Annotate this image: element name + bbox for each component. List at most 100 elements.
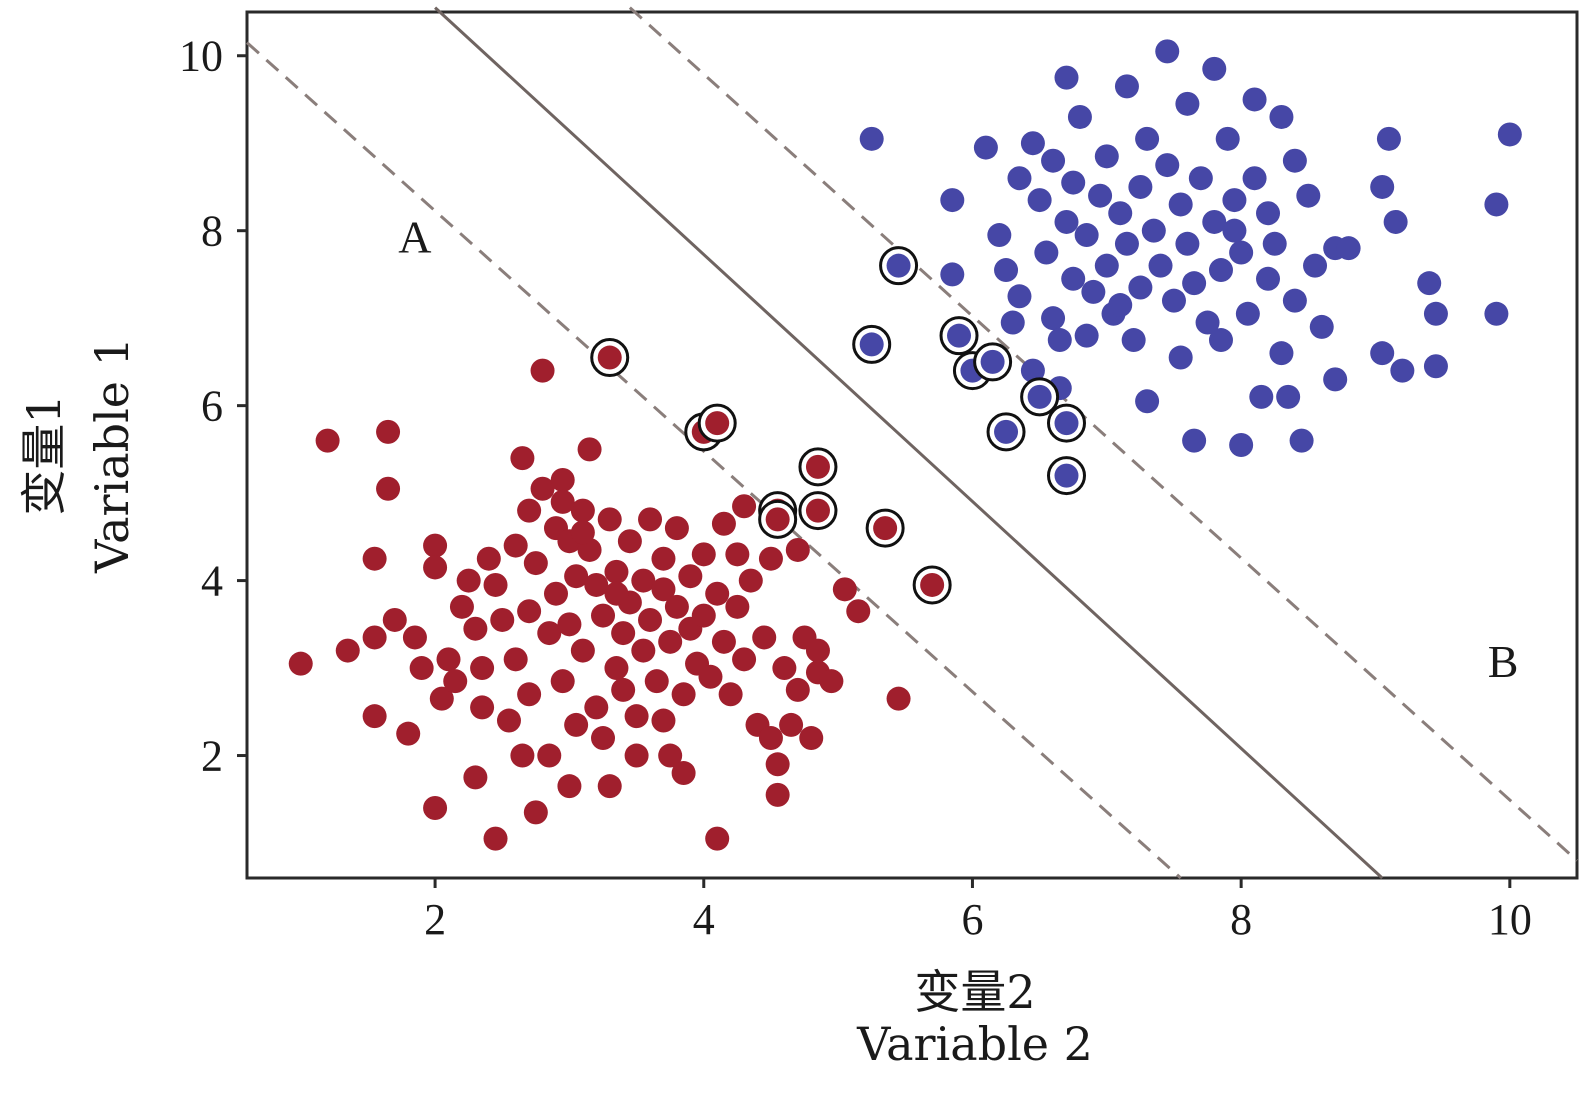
red-support-vector-point bbox=[920, 572, 945, 597]
x-axis-title-cn: 变量2 bbox=[914, 965, 1035, 1019]
blue-point bbox=[1175, 231, 1200, 256]
blue-point bbox=[1383, 209, 1408, 234]
red-point bbox=[631, 568, 656, 593]
blue-point bbox=[1484, 301, 1509, 326]
y-axis-title-cn: 变量1 bbox=[17, 394, 71, 515]
red-point bbox=[537, 621, 562, 646]
blue-point bbox=[1249, 384, 1274, 409]
blue-point bbox=[1208, 328, 1233, 353]
red-point bbox=[503, 533, 528, 558]
blue-point bbox=[859, 126, 884, 151]
red-point bbox=[765, 752, 790, 777]
blue-point bbox=[1423, 301, 1448, 326]
blue-point bbox=[1155, 39, 1180, 64]
blue-point bbox=[1128, 174, 1153, 199]
margin-A-line bbox=[245, 41, 1182, 880]
blue-point bbox=[994, 258, 1019, 283]
red-point bbox=[449, 594, 474, 619]
x-tick-label: 4 bbox=[693, 895, 715, 944]
blue-point bbox=[1370, 341, 1395, 366]
red-point bbox=[785, 677, 810, 702]
blue-point bbox=[1108, 293, 1133, 318]
red-point bbox=[570, 498, 595, 523]
blue-point bbox=[1484, 192, 1509, 217]
red-point bbox=[711, 629, 736, 654]
blue-point bbox=[1047, 328, 1072, 353]
red-point bbox=[470, 656, 495, 681]
red-support-vector-point bbox=[597, 345, 622, 370]
lines-layer bbox=[245, 6, 1579, 880]
red-point bbox=[698, 664, 723, 689]
blue-point bbox=[1269, 341, 1294, 366]
blue-point bbox=[1141, 218, 1166, 243]
blue-point bbox=[1054, 209, 1079, 234]
blue-point bbox=[1235, 301, 1260, 326]
red-point bbox=[711, 511, 736, 536]
blue-point bbox=[1027, 188, 1052, 213]
y-tick-label: 10 bbox=[179, 32, 223, 81]
blue-point bbox=[1182, 271, 1207, 296]
blue-point bbox=[1269, 104, 1294, 129]
blue-point bbox=[1195, 310, 1220, 335]
red-point bbox=[335, 638, 360, 663]
red-point bbox=[664, 516, 689, 541]
blue-support-vector-point bbox=[980, 349, 1005, 374]
blue-point bbox=[1135, 389, 1160, 414]
blue-point bbox=[1215, 126, 1240, 151]
red-point bbox=[617, 529, 642, 554]
blue-point bbox=[1296, 183, 1321, 208]
red-point bbox=[429, 686, 454, 711]
blue-point bbox=[1061, 170, 1086, 195]
blue-point bbox=[1041, 148, 1066, 173]
blue-point bbox=[1229, 240, 1254, 265]
y-axis-title-en: Variable 1 bbox=[85, 337, 139, 574]
red-point bbox=[510, 446, 535, 471]
red-point bbox=[584, 572, 609, 597]
red-point bbox=[517, 599, 542, 624]
red-point bbox=[799, 726, 824, 751]
blue-point bbox=[1323, 367, 1348, 392]
blue-point bbox=[1208, 258, 1233, 283]
red-point bbox=[651, 577, 676, 602]
red-point bbox=[651, 546, 676, 571]
red-point bbox=[651, 708, 676, 733]
red-point bbox=[557, 612, 582, 637]
blue-point bbox=[1262, 231, 1287, 256]
x-axis-title-en: Variable 2 bbox=[856, 1017, 1093, 1071]
red-point bbox=[510, 743, 535, 768]
blue-point bbox=[1376, 126, 1401, 151]
red-point bbox=[550, 489, 575, 514]
blue-point bbox=[1007, 284, 1032, 309]
blue-point bbox=[1423, 354, 1448, 379]
red-point bbox=[772, 656, 797, 681]
red-point bbox=[886, 686, 911, 711]
x-axis-ticks: 2 4 6 8 10 bbox=[424, 878, 1532, 944]
blue-point bbox=[973, 135, 998, 160]
blue-point bbox=[1370, 174, 1395, 199]
red-support-vector-point bbox=[805, 454, 830, 479]
blue-point bbox=[1202, 209, 1227, 234]
blue-point bbox=[1061, 266, 1086, 291]
blue-point bbox=[1161, 288, 1186, 313]
blue-point bbox=[1155, 153, 1180, 178]
blue-support-vector-point bbox=[1027, 384, 1052, 409]
blue-point bbox=[1000, 310, 1025, 335]
blue-support-vector-point bbox=[1054, 411, 1079, 436]
blue-point bbox=[1222, 188, 1247, 213]
red-point bbox=[577, 437, 602, 462]
red-point bbox=[671, 682, 696, 707]
red-point bbox=[644, 669, 669, 694]
blue-point bbox=[1309, 314, 1334, 339]
red-point bbox=[570, 520, 595, 545]
red-point bbox=[463, 765, 488, 790]
y-tick-label: 2 bbox=[201, 732, 223, 781]
red-point bbox=[732, 494, 757, 519]
blue-point bbox=[1041, 306, 1066, 331]
blue-point bbox=[1182, 428, 1207, 453]
red-point bbox=[604, 581, 629, 606]
red-point bbox=[362, 546, 387, 571]
blue-point bbox=[1135, 126, 1160, 151]
blue-point bbox=[1202, 56, 1227, 81]
blue-point bbox=[1497, 122, 1522, 147]
